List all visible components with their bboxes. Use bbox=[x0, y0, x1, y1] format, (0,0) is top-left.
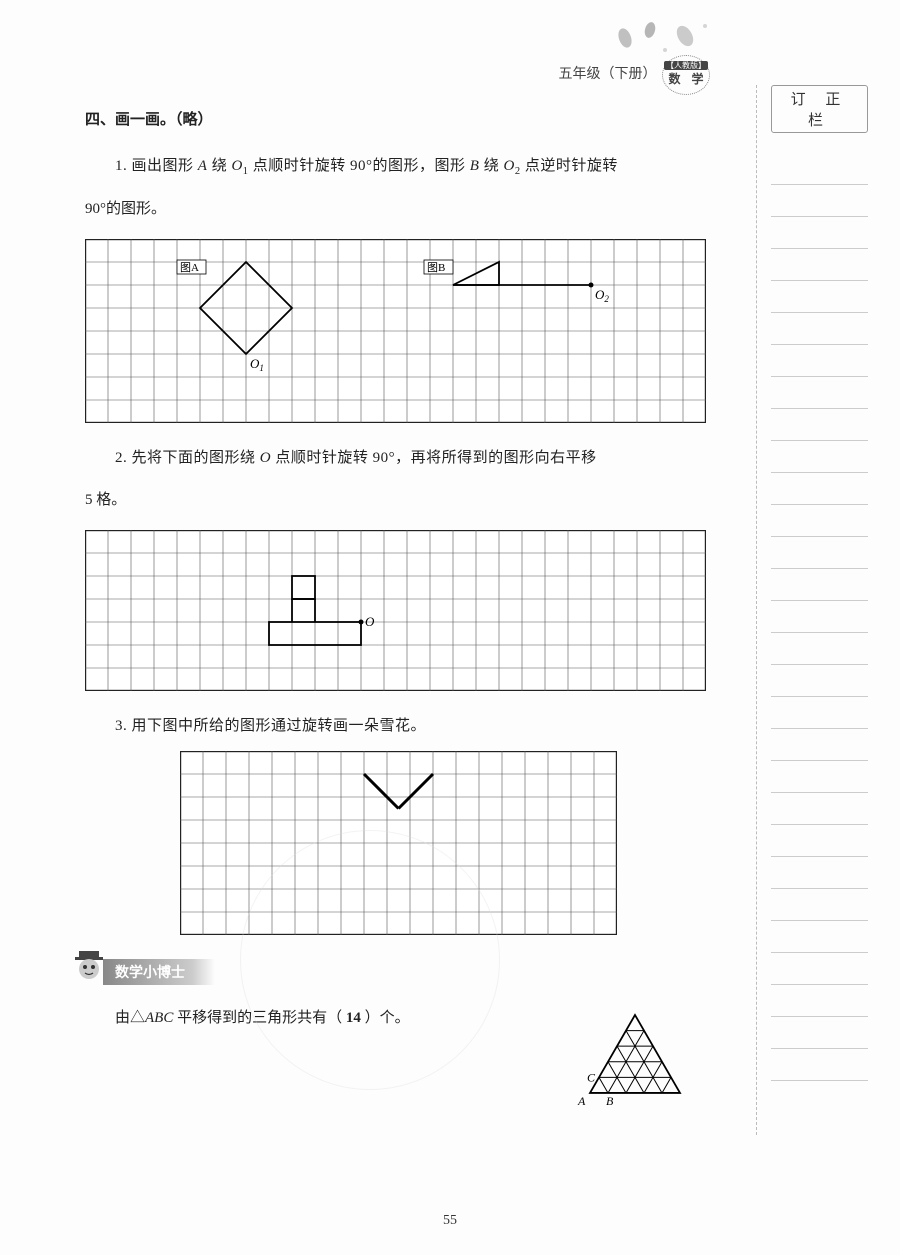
section-title: 四、画一画。（略） bbox=[85, 108, 710, 129]
grid-1: 图AO1图BO2 bbox=[85, 239, 710, 423]
watermark bbox=[240, 830, 500, 1090]
svg-text:图B: 图B bbox=[427, 261, 445, 274]
page-header: 五年级（下册） 【人教版】 数 学 bbox=[559, 55, 711, 95]
grid-2: O bbox=[85, 530, 710, 691]
svg-text:A: A bbox=[577, 1094, 586, 1108]
problem-3-text: 3. 用下图中所给的图形通过旋转画一朵雪花。 bbox=[85, 709, 710, 744]
problem-1-cont: 90°的图形。 bbox=[85, 192, 710, 227]
subject-badge: 【人教版】 数 学 bbox=[662, 55, 710, 95]
leaf-ornament bbox=[605, 18, 735, 58]
svg-text:图A: 图A bbox=[180, 261, 199, 274]
page: 五年级（下册） 【人教版】 数 学 订 正 栏 四、画一画。（略） 1. 画出图… bbox=[0, 0, 900, 1255]
correction-column: 订 正 栏 bbox=[756, 85, 876, 1135]
page-number: 55 bbox=[0, 1213, 900, 1229]
grade-label: 五年级（下册） bbox=[559, 67, 657, 82]
problem-2-text: 2. 先将下面的图形绕 O 点顺时针旋转 90°，再将所得到的图形向右平移 bbox=[85, 441, 710, 476]
correction-title: 订 正 栏 bbox=[771, 85, 868, 133]
svg-text:O: O bbox=[365, 614, 375, 629]
svg-text:C: C bbox=[587, 1070, 596, 1084]
problem-2-cont: 5 格。 bbox=[85, 483, 710, 518]
correction-lines bbox=[757, 153, 876, 1081]
doctor-title: 数学小博士 bbox=[103, 959, 215, 985]
svg-text:B: B bbox=[606, 1094, 614, 1108]
triangle-figure: A BC bbox=[525, 1010, 745, 1228]
problem-1-text: 1. 画出图形 A 绕 O1 点顺时针旋转 90°的图形，图形 B 绕 O2 点… bbox=[85, 149, 710, 184]
